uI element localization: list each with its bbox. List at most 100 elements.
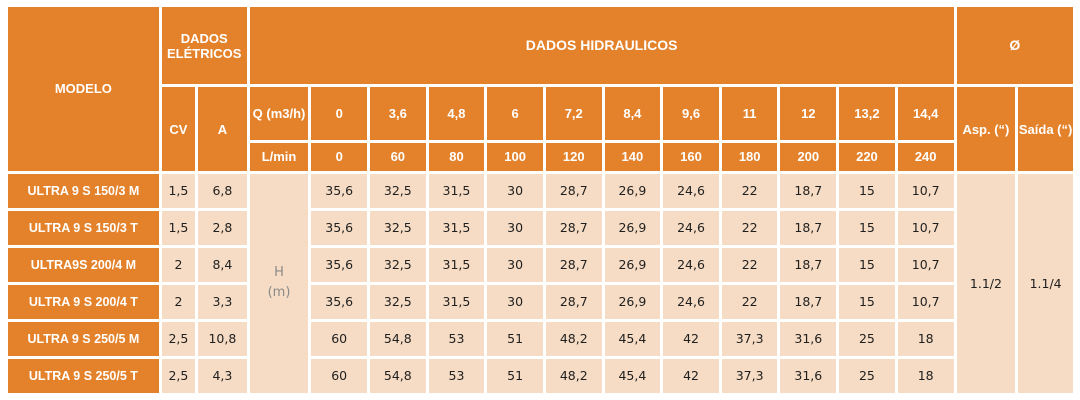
q-value: 0 [311, 87, 367, 140]
h-label: H [274, 265, 284, 281]
head-value-cell: 45,4 [604, 358, 661, 393]
header-row-top: MODELO DADOS ELÉTRICOS DADOS HIDRAULICOS… [8, 7, 1073, 171]
lmin-value: 140 [604, 142, 661, 171]
head-value-cell: 24,6 [663, 173, 719, 208]
h-unit: (m) [267, 285, 291, 301]
head-value-cell: 35,6 [311, 210, 367, 245]
head-value-cell: 30 [487, 284, 543, 319]
asp-value-cell: 1.1/2 [956, 173, 1016, 393]
head-value-cell: 28,7 [545, 247, 602, 282]
head-value-cell: 51 [487, 358, 543, 393]
cv-cell: 2 [161, 284, 196, 319]
head-value-cell: 31,5 [428, 247, 485, 282]
head-value-cell: 54,8 [370, 321, 426, 356]
head-value-cell: 45,4 [604, 321, 661, 356]
table-row: ULTRA 9 S 250/5 T 2,5 4,3 60 54,8 53 51 48,2 45,… [8, 358, 1073, 393]
head-value-cell: 31,6 [780, 358, 837, 393]
saida-value-cell: 1.1/4 [1018, 173, 1073, 393]
q-label: Q (m3/h) [249, 87, 309, 140]
cv-cell: 1,5 [161, 173, 196, 208]
lmin-value: 100 [487, 142, 543, 171]
asp-header: Asp. (“) [956, 87, 1016, 171]
head-value-cell: 28,7 [545, 173, 602, 208]
diameter-header: Ø [956, 7, 1073, 85]
head-value-cell: 15 [839, 210, 895, 245]
q-value: 14,4 [897, 87, 954, 140]
cv-cell: 2 [161, 247, 196, 282]
head-value-cell: 24,6 [663, 210, 719, 245]
q-value: 8,4 [604, 87, 661, 140]
header-row-lmin: L/min 0 60 80 100 120 140 160 180 200 220 240 [8, 142, 1073, 171]
head-value-cell: 32,5 [370, 247, 426, 282]
head-value-cell: 15 [839, 284, 895, 319]
head-value-cell: 24,6 [663, 284, 719, 319]
head-value-cell: 30 [487, 173, 543, 208]
head-value-cell: 48,2 [545, 321, 602, 356]
cv-cell: 1,5 [161, 210, 196, 245]
head-value-cell: 37,3 [721, 321, 778, 356]
head-value-cell: 35,6 [311, 284, 367, 319]
head-value-cell: 25 [839, 321, 895, 356]
cv-cell: 2,5 [161, 321, 196, 356]
table-row: ULTRA 9 S 200/4 T 2 3,3 35,6 32,5 31,5 30 28,7 2… [8, 284, 1073, 319]
a-cell: 4,3 [198, 358, 247, 393]
head-value-cell: 10,7 [897, 247, 954, 282]
table-row: ULTRA 9 S 150/3 M 1,5 6,8 H (m) 35,6 32,5 31,5 3… [8, 173, 1073, 393]
a-cell: 3,3 [198, 284, 247, 319]
head-value-cell: 10,7 [897, 173, 954, 208]
head-value-cell: 31,5 [428, 210, 485, 245]
modelo-header: MODELO [8, 7, 159, 171]
lmin-value: 160 [663, 142, 719, 171]
head-value-cell: 31,6 [780, 321, 837, 356]
head-value-cell: 32,5 [370, 284, 426, 319]
lmin-value: 200 [780, 142, 837, 171]
lmin-value: 180 [721, 142, 778, 171]
model-cell: ULTRA 9 S 150/3 M [8, 173, 159, 208]
cv-cell: 2,5 [161, 358, 196, 393]
head-value-cell: 22 [721, 284, 778, 319]
head-value-cell: 15 [839, 247, 895, 282]
head-value-cell: 26,9 [604, 247, 661, 282]
head-value-cell: 53 [428, 358, 485, 393]
q-value: 13,2 [839, 87, 895, 140]
head-value-cell: 51 [487, 321, 543, 356]
head-value-cell: 15 [839, 173, 895, 208]
q-value: 9,6 [663, 87, 719, 140]
head-value-cell: 10,7 [897, 284, 954, 319]
head-value-cell: 42 [663, 358, 719, 393]
h-label-cell: H (m) [249, 173, 309, 393]
q-value: 12 [780, 87, 837, 140]
head-value-cell: 42 [663, 321, 719, 356]
head-value-cell: 31,5 [428, 284, 485, 319]
head-value-cell: 24,6 [663, 247, 719, 282]
head-value-cell: 26,9 [604, 210, 661, 245]
table-row: ULTRA 9 S 150/3 T 1,5 2,8 35,6 32,5 31,5 30 28,… [8, 210, 1073, 245]
q-value: 3,6 [370, 87, 426, 140]
head-value-cell: 48,2 [545, 358, 602, 393]
head-value-cell: 18,7 [780, 210, 837, 245]
a-cell: 8,4 [198, 247, 247, 282]
head-value-cell: 26,9 [604, 173, 661, 208]
head-value-cell: 35,6 [311, 173, 367, 208]
head-value-cell: 30 [487, 210, 543, 245]
dados-eletricos-header: DADOS ELÉTRICOS [161, 7, 247, 85]
table-row: ULTRA9S 200/4 M 2 8,4 35,6 32,5 31,5 30 28,7 26,… [8, 247, 1073, 282]
head-value-cell: 54,8 [370, 358, 426, 393]
head-value-cell: 37,3 [721, 358, 778, 393]
head-value-cell: 32,5 [370, 173, 426, 208]
head-value-cell: 30 [487, 247, 543, 282]
head-value-cell: 22 [721, 173, 778, 208]
head-value-cell: 18 [897, 358, 954, 393]
model-cell: ULTRA9S 200/4 M [8, 247, 159, 282]
cv-header: CV [161, 87, 196, 171]
header-row-q: CV A Q (m3/h) 0 3,6 4,8 6 7,2 8,4 9,6 11 12 13,2 1… [8, 87, 1073, 171]
head-value-cell: 28,7 [545, 210, 602, 245]
table-row: ULTRA 9 S 250/5 M 2,5 10,8 60 54,8 53 51 48,2 45… [8, 321, 1073, 356]
lmin-value: 60 [370, 142, 426, 171]
lmin-value: 120 [545, 142, 602, 171]
model-cell: ULTRA 9 S 200/4 T [8, 284, 159, 319]
head-value-cell: 18 [897, 321, 954, 356]
model-cell: ULTRA 9 S 150/3 T [8, 210, 159, 245]
head-value-cell: 22 [721, 210, 778, 245]
lmin-value: 0 [311, 142, 367, 171]
